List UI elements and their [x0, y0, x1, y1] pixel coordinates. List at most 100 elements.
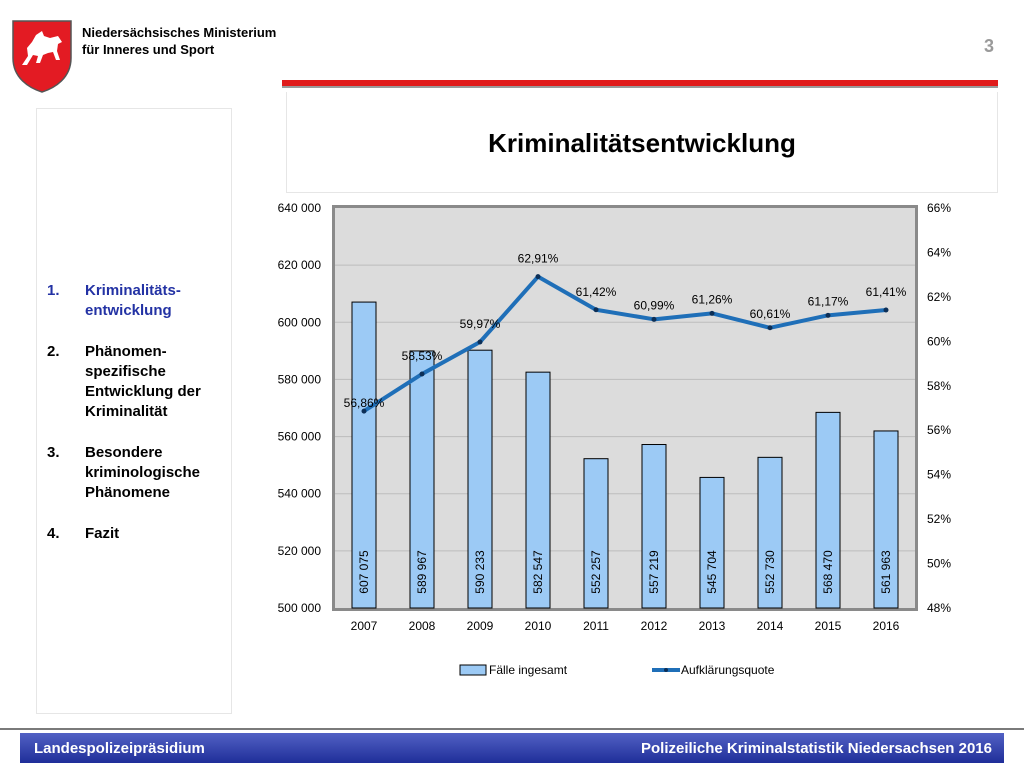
rate-point [767, 325, 773, 331]
rate-point [477, 339, 483, 345]
rate-value-label: 60,99% [634, 298, 675, 312]
toc-item-4[interactable]: 4. Fazit [47, 524, 229, 544]
toc-item-label: Fazit [85, 525, 120, 542]
rate-point [361, 408, 367, 414]
bar-value-label: 561 963 [879, 550, 893, 594]
y-right-tick-label: 62% [927, 290, 951, 304]
rate-value-label: 61,42% [576, 285, 617, 299]
footer-divider [0, 728, 1024, 730]
footer-left-text: Landespolizeipräsidium [34, 740, 205, 757]
y-left-tick-label: 540 000 [278, 487, 322, 501]
x-tick-label: 2011 [583, 619, 609, 633]
x-tick-label: 2015 [815, 619, 842, 633]
ministry-line1: Niedersächsisches Ministerium [82, 25, 277, 40]
toc-item-label: Phänomen-spezifische Entwicklung der Krimi… [85, 343, 201, 420]
y-left-tick-label: 520 000 [278, 544, 322, 558]
page-title: Kriminalitätsentwicklung [488, 128, 796, 158]
bar-value-label: 557 219 [647, 550, 661, 594]
rate-line [362, 274, 887, 413]
y-left-tick-label: 620 000 [278, 258, 322, 272]
y-right-tick-label: 50% [927, 557, 951, 571]
toc-item-label: Besondere kriminologische Phänomene [85, 444, 201, 501]
toc-item-number: 3. [47, 444, 60, 461]
bar [757, 456, 783, 609]
rate-point [825, 312, 831, 318]
bar [351, 301, 377, 609]
x-tick-label: 2007 [351, 619, 378, 633]
bar [583, 458, 609, 609]
bar [699, 476, 725, 609]
x-tick-label: 2013 [699, 619, 726, 633]
y-right-tick-label: 56% [927, 423, 951, 437]
rate-point [883, 307, 889, 313]
rate-point [651, 316, 657, 322]
y-right-tick-label: 52% [927, 512, 951, 526]
bar [525, 371, 551, 609]
toc-item-label: Kriminalitäts-entwicklung [85, 282, 181, 319]
page-number: 3 [983, 36, 994, 56]
y-right-tick-label: 54% [927, 468, 951, 482]
toc-item-number: 2. [47, 343, 60, 360]
x-tick-label: 2014 [757, 619, 784, 633]
ministry-name: Niedersächsisches Ministerium für Innere… [82, 24, 276, 58]
rate-value-label: 60,61% [750, 307, 791, 321]
accent-line [282, 80, 998, 86]
ministry-line2: für Inneres und Sport [82, 42, 215, 57]
x-tick-label: 2016 [873, 619, 900, 633]
bar-value-label: 590 233 [473, 550, 487, 594]
rate-value-label: 61,26% [692, 292, 733, 306]
x-tick-label: 2009 [467, 619, 494, 633]
legend-bar-label: Fälle ingesamt [489, 663, 568, 677]
toc-item-number: 1. [47, 282, 60, 299]
legend-bar-swatch [459, 664, 487, 676]
bar-value-label: 552 257 [589, 550, 603, 594]
y-left-tick-label: 640 000 [278, 201, 322, 215]
y-left-tick-label: 580 000 [278, 372, 322, 386]
sidebar: 1. Kriminalitäts-entwicklung 2. Phänomen-sp… [36, 108, 232, 714]
rate-value-label: 56,86% [344, 396, 385, 410]
legend-line-label: Aufklärungsquote [681, 663, 775, 677]
toc-item-3[interactable]: 3. Besondere kriminologische Phänomene [47, 443, 229, 503]
y-left-tick-label: 500 000 [278, 601, 322, 615]
rate-value-label: 61,17% [808, 294, 849, 308]
y-right-tick-label: 64% [927, 245, 951, 259]
rate-value-label: 62,91% [518, 252, 559, 266]
title-box: Kriminalitätsentwicklung [286, 92, 998, 193]
toc-item-1[interactable]: 1. Kriminalitäts-entwicklung [47, 281, 229, 321]
y-right-tick-label: 60% [927, 334, 951, 348]
footer-bar: Landespolizeipräsidium Polizeiliche Krim… [20, 733, 1004, 763]
legend-line-marker [664, 668, 668, 672]
x-tick-label: 2012 [641, 619, 668, 633]
y-right-tick-label: 48% [927, 601, 951, 615]
bar [815, 411, 841, 609]
bar [467, 349, 493, 609]
y-right-tick-label: 66% [927, 201, 951, 215]
crime-chart: 500 000 520 000 540 000 560 000 580 000 600 0… [278, 201, 952, 677]
bar-value-label: 607 075 [357, 550, 371, 594]
rate-point [709, 310, 715, 316]
bar-value-label: 582 547 [531, 550, 545, 594]
x-tick-label: 2010 [525, 619, 552, 633]
bar-value-label: 545 704 [705, 550, 719, 594]
x-tick-label: 2008 [409, 619, 436, 633]
y-left-tick-label: 560 000 [278, 430, 322, 444]
rate-point [535, 274, 541, 280]
rate-value-label: 59,97% [460, 317, 501, 331]
bar [641, 444, 667, 609]
bar-value-label: 552 730 [763, 550, 777, 594]
footer-right-text: Polizeiliche Kriminalstatistik Niedersac… [641, 740, 992, 757]
y-left-tick-label: 600 000 [278, 315, 322, 329]
rate-value-label: 58,53% [402, 349, 443, 363]
rate-point [419, 371, 425, 377]
rate-value-label: 61,41% [866, 285, 907, 299]
toc-item-number: 4. [47, 525, 60, 542]
toc-item-2[interactable]: 2. Phänomen-spezifische Entwicklung der Kri… [47, 342, 229, 422]
bar-value-label: 568 470 [821, 550, 835, 594]
table-of-contents: 1. Kriminalitäts-entwicklung 2. Phänomen-sp… [47, 281, 229, 565]
bar [409, 350, 435, 609]
rate-point [593, 307, 599, 313]
bar-value-label: 589 967 [415, 550, 429, 594]
coat-of-arms-icon [12, 20, 72, 93]
y-right-tick-label: 58% [927, 379, 951, 393]
bar [873, 430, 899, 609]
